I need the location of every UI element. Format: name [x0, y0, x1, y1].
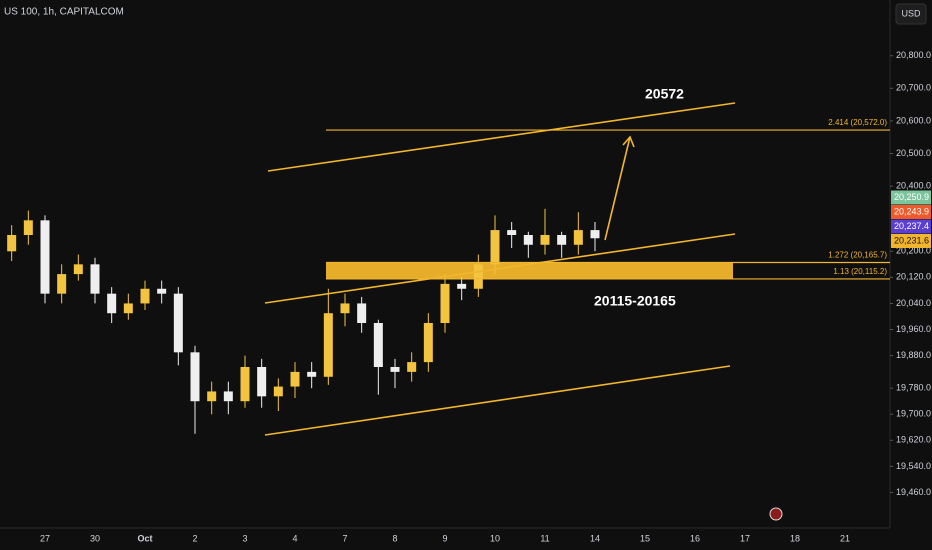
channel-bottom: [264, 365, 731, 436]
fib-level-label: 2.414 (20,572.0): [828, 118, 887, 127]
y-tick-label: 19,880.0: [896, 350, 931, 360]
candle-body: [490, 230, 500, 265]
zone-label: 20115-20165: [594, 293, 676, 309]
candle-body: [207, 391, 217, 402]
y-tick-label: 20,500.0: [896, 148, 931, 158]
candle-body: [90, 264, 100, 294]
candle-body: [457, 283, 467, 289]
x-tick-label: 15: [640, 533, 650, 543]
y-tick-label: 19,700.0: [896, 409, 931, 419]
channel-top: [267, 102, 736, 172]
channel-mid: [264, 233, 736, 304]
candle-body: [7, 234, 17, 252]
x-tick-label: 4: [292, 533, 297, 543]
y-tick-label: 20,400.0: [896, 180, 931, 190]
y-tick-label: 20,120.0: [896, 272, 931, 282]
y-tick-label: 19,780.0: [896, 383, 931, 393]
fib-level-label: 1.272 (20,165.7): [828, 251, 887, 260]
candle-body: [590, 230, 600, 239]
x-tick-label: 21: [840, 533, 850, 543]
candle-body: [307, 371, 317, 377]
price-tag-label: 20,250.9: [894, 192, 929, 202]
candle-body: [473, 264, 483, 289]
candle-body: [40, 220, 50, 294]
candle-body: [323, 313, 333, 377]
candle-body: [390, 366, 400, 372]
candle-body: [173, 293, 183, 353]
x-tick-label: 3: [242, 533, 247, 543]
currency-box[interactable]: [895, 3, 927, 25]
fib-level-label: 1.13 (20,115.2): [833, 267, 887, 276]
candle-body: [373, 322, 383, 367]
x-tick-label: 30: [90, 533, 100, 543]
candle-body: [357, 303, 367, 323]
price-axis-bg: [890, 0, 932, 550]
candle-body: [107, 293, 117, 314]
price-tag: [891, 190, 931, 205]
candle-body: [273, 386, 283, 397]
target-zone: [326, 262, 733, 279]
candle-body: [57, 274, 67, 294]
candle-body: [257, 366, 267, 397]
candle-body: [440, 283, 450, 323]
candle-body: [540, 234, 550, 245]
target-label: 20572: [645, 86, 684, 102]
y-tick-label: 20,800.0: [896, 50, 931, 60]
candle-body: [290, 371, 300, 387]
x-tick-label: 8: [392, 533, 397, 543]
x-tick-label: 9: [442, 533, 447, 543]
y-tick-label: 19,620.0: [896, 435, 931, 445]
x-tick-label: 11: [540, 533, 549, 543]
price-tag-label: 20,237.4: [894, 221, 929, 231]
y-tick-label: 20,600.0: [896, 115, 931, 125]
candle-body: [573, 230, 583, 245]
y-tick-label: 19,460.0: [896, 487, 931, 497]
arrow-head: [622, 135, 635, 148]
price-tag: [891, 233, 931, 248]
y-tick-label: 19,960.0: [896, 324, 931, 334]
x-tick-label: Oct: [137, 533, 152, 543]
candle-body: [507, 230, 517, 235]
candle-body: [423, 322, 433, 363]
candle-body: [223, 391, 233, 402]
x-tick-label: 10: [490, 533, 500, 543]
candle-body: [240, 366, 250, 402]
x-tick-label: 18: [790, 533, 800, 543]
candle-body: [340, 303, 350, 314]
x-tick-label: 7: [342, 533, 347, 543]
price-tag: [891, 219, 931, 234]
candle-body: [123, 303, 133, 314]
y-tick-label: 20,040.0: [896, 298, 931, 308]
price-tag: [891, 204, 931, 219]
candle-body: [157, 288, 167, 294]
candle-body: [407, 362, 417, 372]
x-tick-label: 14: [590, 533, 600, 543]
target-arrow: [604, 136, 631, 241]
x-tick-label: 27: [40, 533, 50, 543]
price-tag-label: 20,243.9: [894, 206, 929, 216]
candle-body: [73, 264, 83, 275]
x-tick-label: 16: [690, 533, 700, 543]
y-tick-label: 20,200.0: [896, 246, 931, 256]
trend-drawings: [264, 102, 736, 436]
chart-title: US 100, 1h, CAPITALCOM: [4, 7, 124, 18]
candle-body: [190, 352, 200, 402]
candle-body: [140, 288, 150, 304]
x-tick-label: 2: [192, 533, 197, 543]
x-tick-label: 17: [740, 533, 750, 543]
logo[interactable]: [769, 507, 783, 521]
y-tick-label: 19,540.0: [896, 461, 931, 471]
price-tag-label: 20,231.6: [894, 235, 929, 245]
currency: USD: [901, 8, 921, 18]
candle-body: [557, 234, 567, 245]
candle-body: [23, 220, 33, 235]
y-tick-label: 20,700.0: [896, 83, 931, 93]
candle-body: [523, 234, 533, 245]
